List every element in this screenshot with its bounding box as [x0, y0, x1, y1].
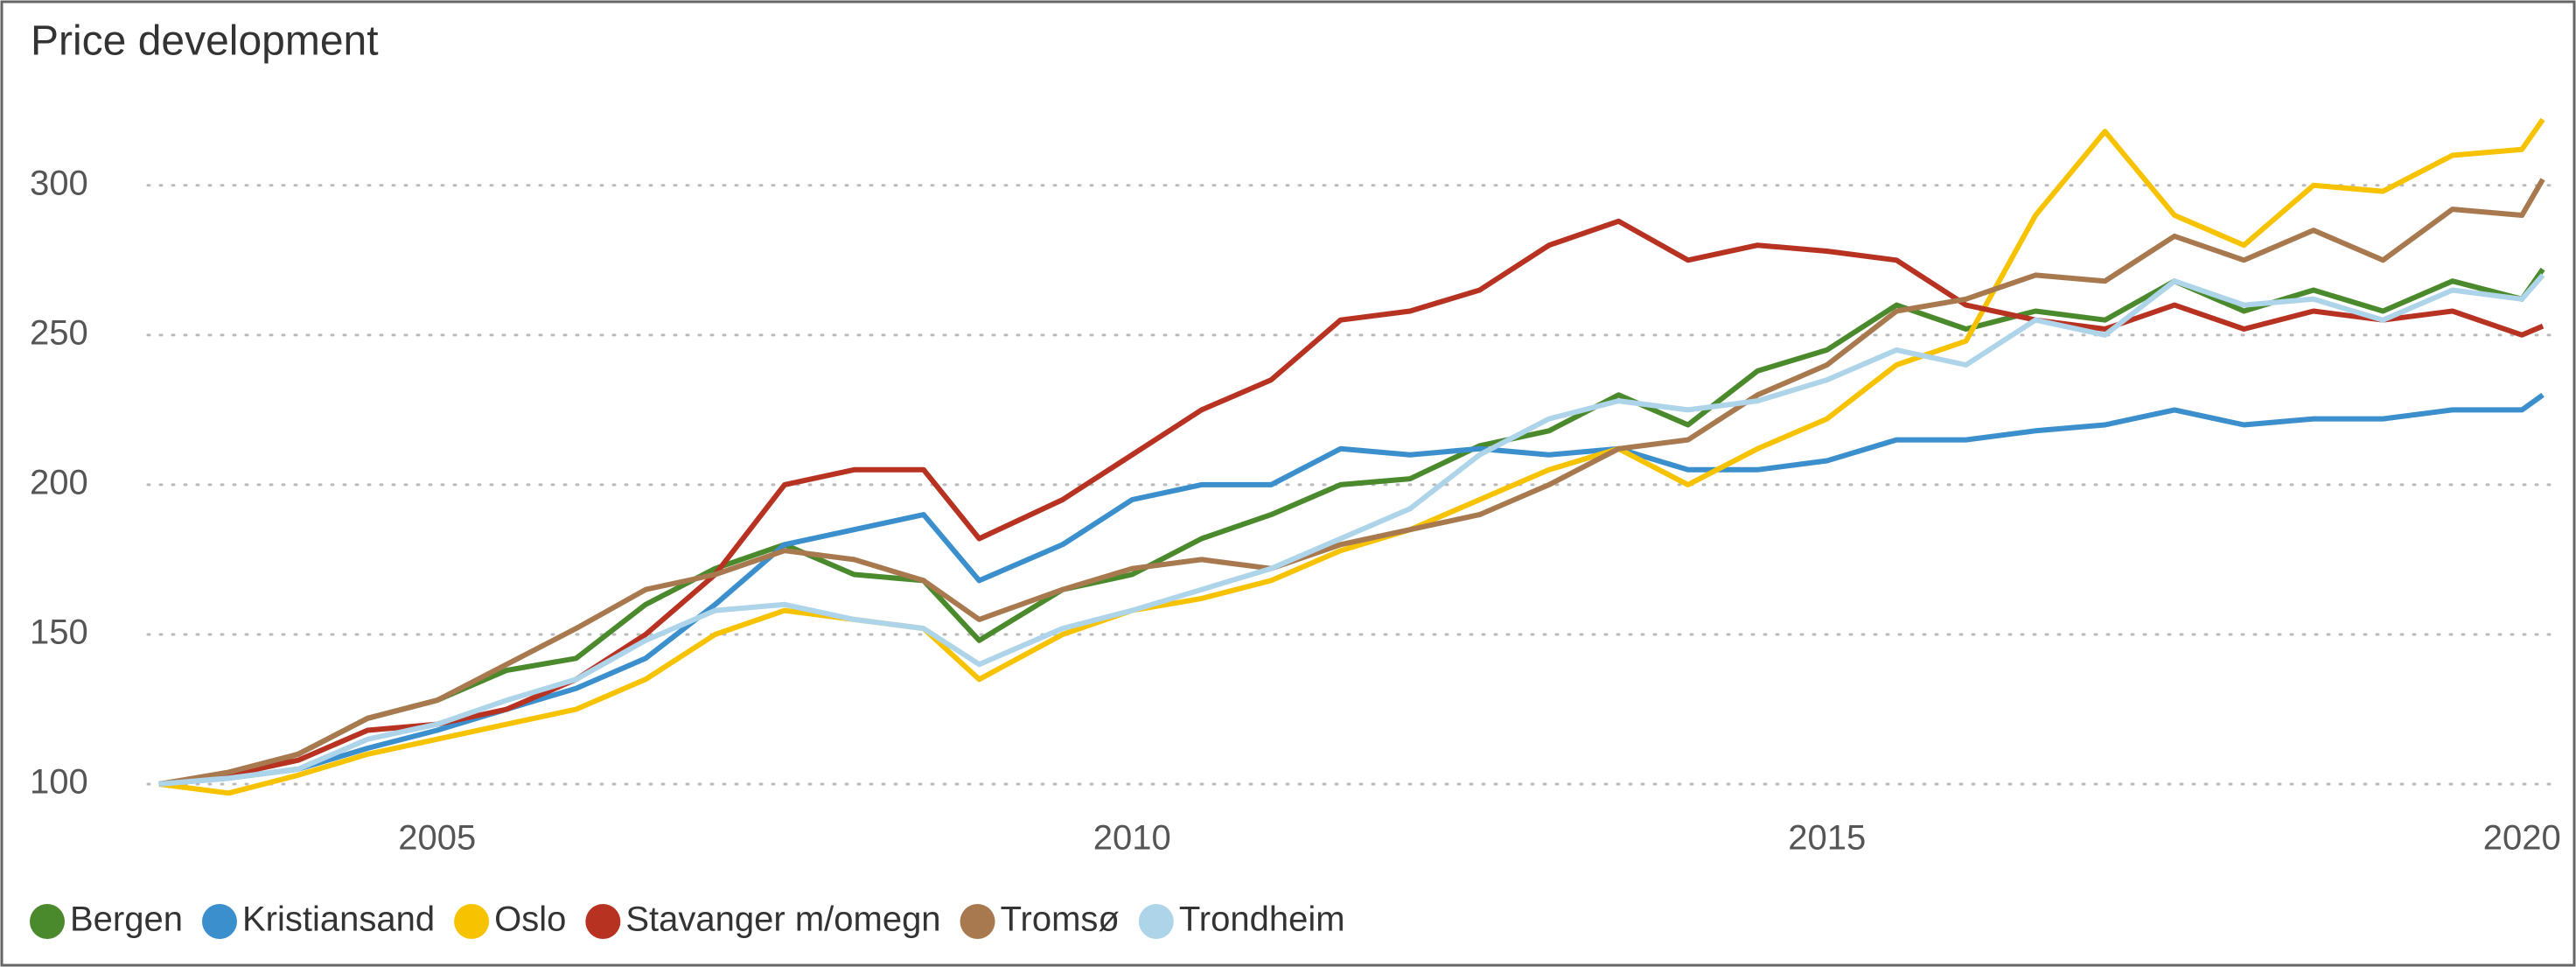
legend-marker [454, 904, 490, 939]
series-line [158, 392, 2545, 787]
legend-marker [201, 904, 237, 939]
y-tick-label: 200 [30, 463, 88, 501]
legend-label: Bergen [70, 900, 183, 939]
x-tick-label: 2005 [398, 819, 476, 858]
y-tick-label: 300 [30, 164, 88, 202]
y-tick-label: 100 [30, 763, 88, 802]
x-tick-label: 2010 [1093, 819, 1171, 858]
legend-marker [30, 904, 65, 939]
legend-label: Trondheim [1179, 900, 1345, 939]
x-tick-label: 2020 [2483, 819, 2561, 858]
grid: 100 150 200 250 300 2005 2010 2015 2020 [30, 164, 2561, 857]
y-tick-label: 250 [30, 313, 88, 352]
legend-label: Oslo [494, 900, 566, 939]
y-tick-label: 150 [30, 613, 88, 652]
series-line [158, 117, 2545, 796]
x-tick-label: 2015 [1788, 819, 1866, 858]
legend-marker [960, 904, 995, 939]
chart-title: Price development [31, 18, 379, 65]
legend-marker [1138, 904, 1174, 939]
legend-label: Kristiansand [242, 900, 435, 939]
series-line [158, 178, 2545, 787]
legend-label: Stavanger m/omegn [625, 900, 940, 939]
legend-marker [585, 904, 621, 939]
legend-label: Tromsø [1001, 900, 1120, 939]
legend: Bergen Kristiansand Oslo Stavanger m/omegn T… [30, 900, 1345, 939]
lines [158, 117, 2545, 796]
series-line [158, 273, 2545, 787]
